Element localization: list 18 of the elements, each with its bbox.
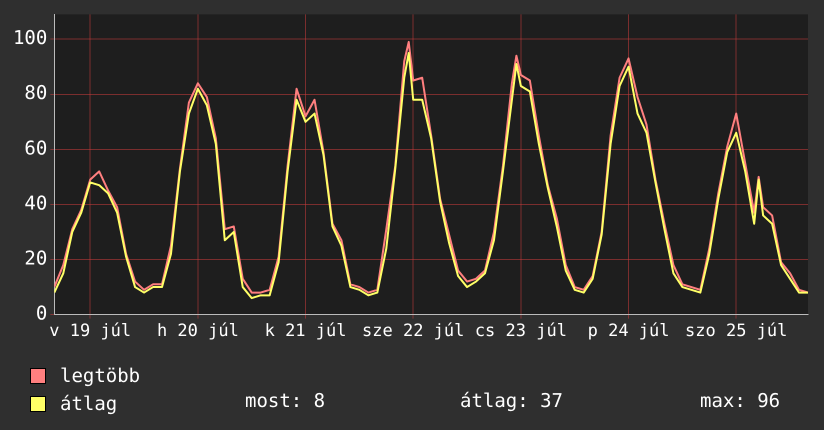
text: most: 8 (245, 390, 326, 412)
x-tick-label: v 19 júl (49, 321, 132, 342)
x-tick-label: h 20 júl (156, 321, 239, 342)
y-tick-label: 80 (24, 82, 48, 104)
x-tick-label: cs 23 júl (474, 321, 567, 342)
y-tick-label: 0 (36, 302, 48, 325)
y-tick-label: 20 (24, 247, 48, 270)
x-tick-label: sze 22 júl (362, 321, 464, 342)
y-tick-label: 100 (12, 27, 48, 50)
text: max: 96 (700, 390, 780, 412)
x-tick-label: p 24 júl (588, 321, 670, 342)
legend-label: átlag (60, 392, 118, 417)
x-tick-label: k 21 júl (264, 321, 346, 342)
text: átlag: 37 (460, 390, 563, 412)
y-tick-label: 60 (24, 137, 48, 160)
y-tick-label: 40 (24, 192, 48, 214)
x-tick-label: szo 25 júl (685, 321, 788, 342)
legend-label: legtöbb (60, 364, 140, 389)
